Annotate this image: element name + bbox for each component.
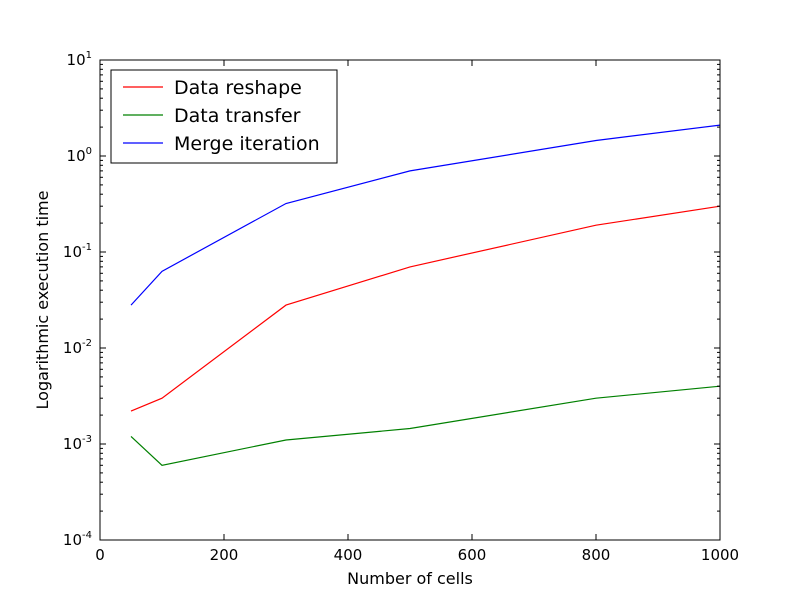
y-tick-label: 10-3 bbox=[63, 434, 92, 453]
series-line-2 bbox=[130, 124, 721, 306]
x-axis-label: Number of cells bbox=[347, 569, 473, 588]
x-tick-label: 200 bbox=[210, 546, 239, 564]
legend-label-1: Data transfer bbox=[174, 105, 301, 127]
plot-lines bbox=[130, 124, 721, 466]
y-tick-label: 100 bbox=[67, 146, 92, 165]
legend-label-0: Data reshape bbox=[174, 77, 302, 99]
series-line-1 bbox=[130, 385, 721, 466]
y-tick-label: 10-1 bbox=[63, 242, 92, 261]
y-tick-label: 101 bbox=[67, 50, 92, 69]
axis-ticks: 0 200 400 600 800 1000 10-4 10-3 10-2 10-1 100 101 bbox=[63, 50, 739, 564]
x-tick-label: 400 bbox=[334, 546, 363, 564]
x-tick-label: 0 bbox=[95, 546, 105, 564]
legend-label-2: Merge iteration bbox=[174, 133, 320, 155]
x-tick-label: 1000 bbox=[701, 546, 739, 564]
x-tick-label: 800 bbox=[582, 546, 611, 564]
y-axis-label: Logarithmic execution time bbox=[33, 191, 52, 410]
y-tick-label: 10-2 bbox=[63, 338, 92, 357]
legend: Data reshape Data transfer Merge iteration bbox=[110, 69, 338, 164]
plot-frame bbox=[99, 59, 721, 541]
legend-box bbox=[110, 69, 338, 164]
series-line-0 bbox=[130, 205, 721, 412]
x-tick-label: 600 bbox=[458, 546, 487, 564]
y-tick-label: 10-4 bbox=[63, 530, 92, 549]
